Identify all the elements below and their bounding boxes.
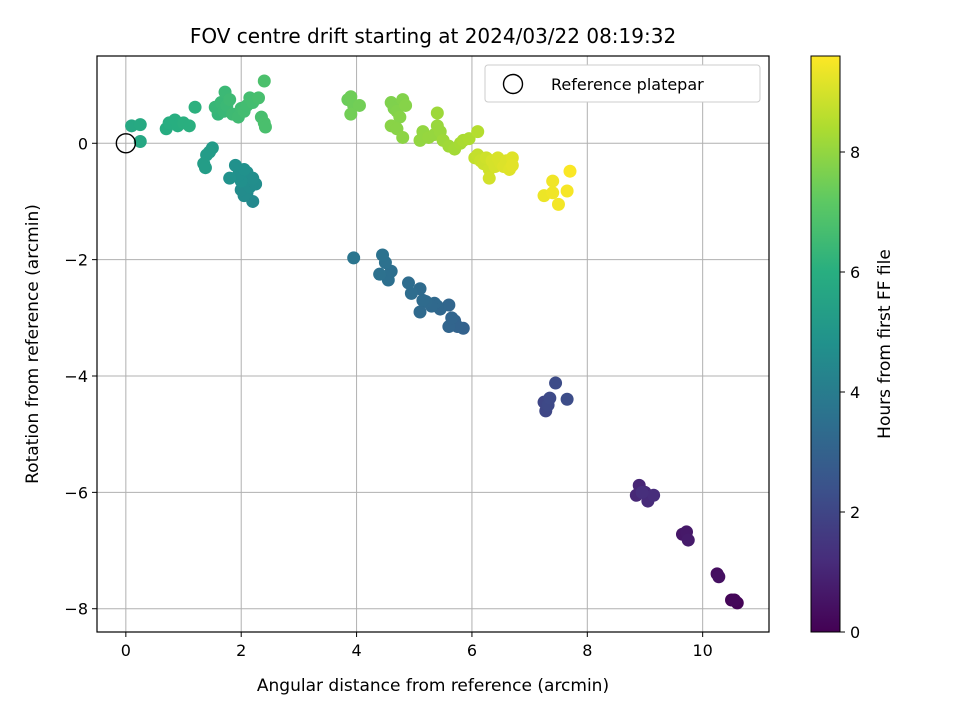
data-point xyxy=(563,164,577,178)
legend: Reference platepar xyxy=(484,64,761,103)
colorbar-label: Hours from first FF file xyxy=(875,249,895,439)
data-point xyxy=(258,120,272,134)
x-axis-label: Angular distance from reference (arcmin) xyxy=(257,676,609,696)
y-tick-label: 0 xyxy=(78,134,88,153)
colorbar-ticks: 0 2 4 6 8 xyxy=(840,143,860,642)
data-point xyxy=(347,251,361,265)
colorbar-tick-label: 8 xyxy=(850,143,860,162)
y-axis-label: Rotation from reference (arcmin) xyxy=(23,204,43,484)
data-point xyxy=(188,100,202,114)
data-point xyxy=(546,186,560,200)
x-tick-label: 8 xyxy=(582,641,592,660)
data-point xyxy=(551,197,565,211)
legend-label: Reference platepar xyxy=(551,75,704,94)
data-point xyxy=(543,391,557,405)
data-point xyxy=(257,74,271,88)
x-axis-ticks: 0 2 4 6 8 10 xyxy=(121,632,713,660)
colorbar-tick-label: 0 xyxy=(850,623,860,642)
y-tick-label: −8 xyxy=(64,600,88,619)
data-point xyxy=(482,171,496,185)
data-point xyxy=(635,485,649,499)
colorbar-tick-label: 4 xyxy=(850,383,860,402)
data-point xyxy=(401,276,415,290)
data-point xyxy=(399,98,413,112)
x-tick-label: 6 xyxy=(467,641,477,660)
data-point xyxy=(404,286,418,300)
data-point xyxy=(549,376,563,390)
data-point xyxy=(681,533,695,547)
data-point xyxy=(228,158,242,172)
data-point xyxy=(252,91,266,105)
data-point xyxy=(182,119,196,133)
reference-marker-group xyxy=(115,133,137,154)
colorbar: 0 2 4 6 8 Hours from first FF file xyxy=(810,55,895,642)
data-point xyxy=(462,132,476,146)
data-point xyxy=(471,125,485,139)
data-point xyxy=(223,171,237,185)
colorbar-gradient xyxy=(810,55,841,633)
data-point xyxy=(712,570,726,584)
y-tick-label: −6 xyxy=(64,483,88,502)
legend-marker-icon xyxy=(502,73,524,95)
data-point xyxy=(430,106,444,120)
data-point xyxy=(413,305,427,319)
colorbar-tick-label: 2 xyxy=(850,503,860,522)
x-tick-label: 0 xyxy=(121,641,131,660)
data-point xyxy=(445,311,459,325)
x-tick-label: 10 xyxy=(692,641,712,660)
data-point xyxy=(198,161,212,175)
y-axis-ticks: 0 −2 −4 −6 −8 xyxy=(64,134,97,619)
reference-marker xyxy=(115,133,137,154)
legend-box xyxy=(484,64,761,103)
data-point xyxy=(344,107,358,121)
data-point xyxy=(416,293,430,307)
y-tick-label: −2 xyxy=(64,251,88,270)
plot-frame xyxy=(96,55,770,633)
x-tick-label: 2 xyxy=(236,641,246,660)
data-point xyxy=(133,118,147,132)
data-point xyxy=(396,130,410,144)
y-tick-label: −4 xyxy=(64,367,88,386)
data-point xyxy=(505,158,519,172)
data-point xyxy=(373,267,387,281)
data-point xyxy=(727,593,741,607)
data-point xyxy=(560,184,574,198)
data-point xyxy=(352,98,366,112)
data-point xyxy=(133,135,147,149)
grid xyxy=(97,56,769,632)
data-point xyxy=(376,248,390,262)
colorbar-tick-label: 6 xyxy=(850,263,860,282)
data-point xyxy=(647,488,661,502)
chart-title: FOV centre drift starting at 2024/03/22 … xyxy=(190,24,676,48)
data-point xyxy=(546,174,560,188)
data-point xyxy=(393,110,407,124)
data-points xyxy=(125,74,744,610)
x-tick-label: 4 xyxy=(351,641,361,660)
data-point xyxy=(223,93,237,107)
data-point xyxy=(560,392,574,406)
